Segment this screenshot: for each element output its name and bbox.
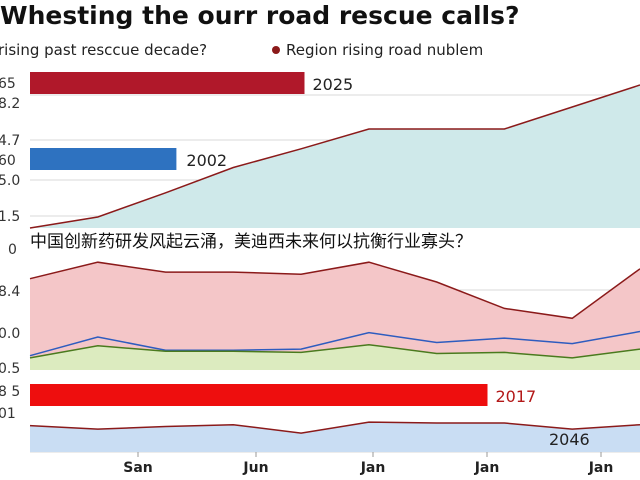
series-area xyxy=(30,85,640,228)
bar-label: 2025 xyxy=(313,75,354,94)
y-tick-label: 0.5 xyxy=(0,361,20,377)
series-area xyxy=(30,344,640,370)
chart-title: Whesting the ourr road rescue calls? xyxy=(0,1,520,30)
y-tick-label: 65 xyxy=(0,76,16,92)
legend-swatch-1 xyxy=(272,46,280,54)
y-tick-label: 01 xyxy=(0,406,16,422)
bar xyxy=(30,384,488,406)
series-line xyxy=(29,421,640,434)
y-tick-label: 1.5 xyxy=(0,209,20,225)
bar-label: 2002 xyxy=(186,151,227,170)
series-area xyxy=(30,262,640,370)
panel-bottom: 2017 2046 8 5 01 xyxy=(0,384,640,453)
series-area xyxy=(30,422,640,452)
x-tick-label: Jun xyxy=(242,460,268,476)
y-tick-label: 0 xyxy=(8,242,17,258)
y-tick-label: 5.0 xyxy=(0,173,20,189)
y-tick-label: 8.2 xyxy=(0,96,20,112)
y-tick-label: 60 xyxy=(0,153,16,169)
y-tick-label: 8.4 xyxy=(0,284,20,300)
panel-top: 2025 2002 65 8.2 4.7 60 5.0 1.5 0 xyxy=(0,72,640,258)
x-tick-label: Jan xyxy=(588,460,614,476)
caption-overlay: 中国创新药研发风起云涌，美迪西未来何以抗衡行业寡头？ xyxy=(30,232,630,252)
x-tick-label: Jan xyxy=(360,460,386,476)
y-tick-label: 8 5 xyxy=(0,384,20,400)
legend: rising past resccue decade? Region risin… xyxy=(0,41,483,59)
panel-middle: 8.4 0.0 0.5 xyxy=(0,261,640,377)
bar xyxy=(30,148,177,170)
legend-label-1: Region rising road nublem xyxy=(286,41,483,59)
series-line xyxy=(29,343,640,359)
x-tick-label: San xyxy=(123,460,153,476)
x-axis: San Jun Jan Jan Jan xyxy=(123,452,613,476)
series-line xyxy=(29,261,640,320)
legend-label-0: rising past resccue decade? xyxy=(0,41,207,59)
series-line xyxy=(29,84,640,229)
y-tick-label: 0.0 xyxy=(0,326,20,342)
y-tick-label: 4.7 xyxy=(0,133,20,149)
bar-label: 2017 xyxy=(496,387,537,406)
series-line xyxy=(29,330,640,357)
x-tick-label: Jan xyxy=(474,460,500,476)
bar xyxy=(30,72,305,94)
bar-label: 2046 xyxy=(549,430,590,449)
